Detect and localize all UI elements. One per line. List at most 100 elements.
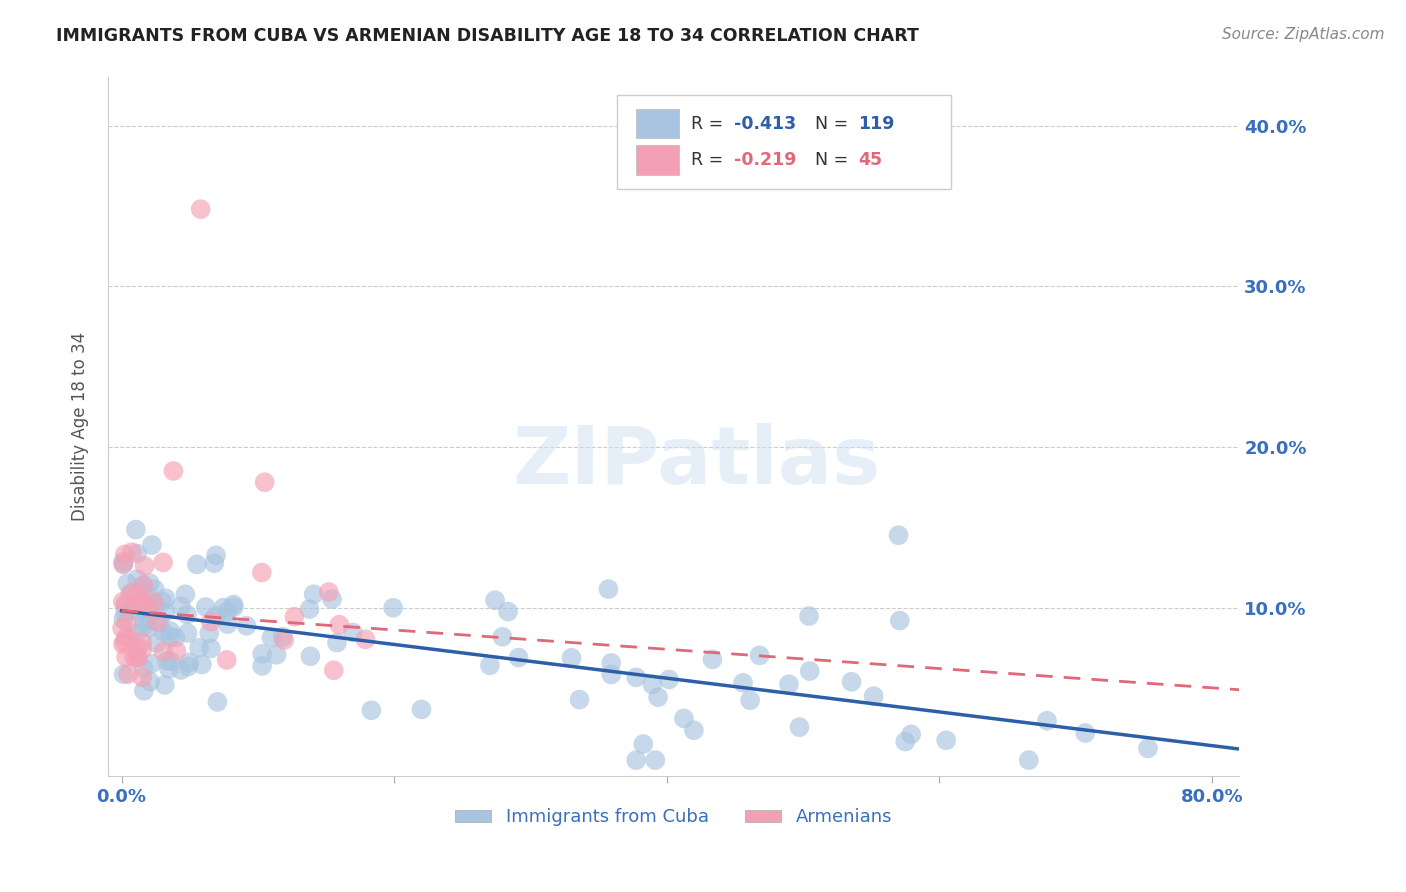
Point bbox=[141, 657, 163, 671]
Point bbox=[491, 630, 513, 644]
Point bbox=[658, 673, 681, 687]
Point bbox=[935, 733, 957, 747]
Point bbox=[212, 600, 235, 615]
Point bbox=[111, 595, 134, 609]
Point bbox=[191, 657, 214, 672]
Point bbox=[157, 662, 180, 676]
Point bbox=[115, 615, 138, 630]
Point bbox=[740, 693, 762, 707]
Point bbox=[141, 538, 163, 552]
Point bbox=[131, 595, 153, 609]
Point bbox=[125, 587, 148, 601]
Point bbox=[222, 600, 245, 615]
Text: ZIPatlas: ZIPatlas bbox=[512, 423, 880, 500]
Point bbox=[862, 689, 884, 703]
Point bbox=[302, 587, 325, 601]
Point bbox=[321, 592, 343, 607]
Point bbox=[484, 593, 506, 607]
Text: IMMIGRANTS FROM CUBA VS ARMENIAN DISABILITY AGE 18 TO 34 CORRELATION CHART: IMMIGRANTS FROM CUBA VS ARMENIAN DISABIL… bbox=[56, 27, 920, 45]
Point bbox=[155, 605, 177, 619]
Text: 45: 45 bbox=[858, 151, 882, 169]
Point bbox=[568, 692, 591, 706]
Point bbox=[508, 650, 530, 665]
Text: -0.413: -0.413 bbox=[734, 114, 796, 133]
Point bbox=[190, 202, 212, 216]
Point bbox=[283, 609, 305, 624]
Point bbox=[162, 464, 184, 478]
Point bbox=[136, 608, 159, 623]
Point bbox=[128, 603, 150, 617]
Point bbox=[250, 566, 273, 580]
Point bbox=[125, 523, 148, 537]
Point bbox=[207, 695, 229, 709]
Point bbox=[136, 621, 159, 635]
Point bbox=[204, 608, 226, 623]
Point bbox=[112, 557, 135, 571]
Point bbox=[748, 648, 770, 663]
Point bbox=[188, 640, 211, 655]
Point bbox=[134, 558, 156, 573]
Point bbox=[778, 677, 800, 691]
Point bbox=[841, 674, 863, 689]
Point bbox=[647, 690, 669, 705]
Point bbox=[118, 587, 141, 601]
Point bbox=[600, 667, 623, 681]
Point bbox=[561, 650, 583, 665]
Point bbox=[153, 678, 176, 692]
Text: -0.219: -0.219 bbox=[734, 151, 796, 169]
Point bbox=[159, 654, 181, 668]
Point bbox=[145, 636, 167, 650]
Point bbox=[179, 656, 201, 670]
Point bbox=[683, 723, 706, 738]
Point bbox=[131, 635, 153, 649]
Point bbox=[1074, 726, 1097, 740]
Point bbox=[176, 626, 198, 640]
Point bbox=[121, 545, 143, 559]
Point bbox=[115, 631, 138, 645]
Point bbox=[132, 579, 155, 593]
Point bbox=[139, 609, 162, 624]
Point bbox=[215, 653, 238, 667]
FancyBboxPatch shape bbox=[617, 95, 950, 189]
Point bbox=[112, 558, 135, 572]
Point bbox=[360, 703, 382, 717]
Text: Source: ZipAtlas.com: Source: ZipAtlas.com bbox=[1222, 27, 1385, 42]
Point bbox=[328, 617, 350, 632]
Point bbox=[138, 589, 160, 603]
Point bbox=[194, 599, 217, 614]
Point bbox=[496, 605, 519, 619]
Point bbox=[200, 615, 222, 629]
Point bbox=[112, 612, 135, 626]
Point bbox=[156, 654, 179, 668]
Point bbox=[672, 711, 695, 725]
Point bbox=[789, 720, 811, 734]
Point bbox=[600, 656, 623, 670]
Point bbox=[114, 607, 136, 621]
Point bbox=[1018, 753, 1040, 767]
Point bbox=[889, 614, 911, 628]
Point bbox=[644, 753, 666, 767]
Text: 119: 119 bbox=[858, 114, 894, 133]
Point bbox=[115, 649, 138, 664]
Point bbox=[797, 609, 820, 624]
Point bbox=[326, 635, 349, 649]
Text: N =: N = bbox=[804, 151, 853, 169]
FancyBboxPatch shape bbox=[637, 109, 679, 138]
Point bbox=[159, 624, 181, 638]
Point bbox=[127, 650, 149, 665]
Point bbox=[111, 637, 134, 651]
Point bbox=[298, 602, 321, 616]
Point bbox=[222, 598, 245, 612]
Text: R =: R = bbox=[690, 151, 728, 169]
Point bbox=[150, 595, 173, 609]
Point bbox=[132, 661, 155, 675]
Point bbox=[202, 556, 225, 570]
Point bbox=[799, 664, 821, 678]
FancyBboxPatch shape bbox=[637, 145, 679, 175]
Point bbox=[139, 674, 162, 689]
Point bbox=[159, 630, 181, 644]
Point bbox=[114, 598, 136, 612]
Point bbox=[200, 641, 222, 656]
Point bbox=[112, 555, 135, 569]
Point bbox=[132, 578, 155, 592]
